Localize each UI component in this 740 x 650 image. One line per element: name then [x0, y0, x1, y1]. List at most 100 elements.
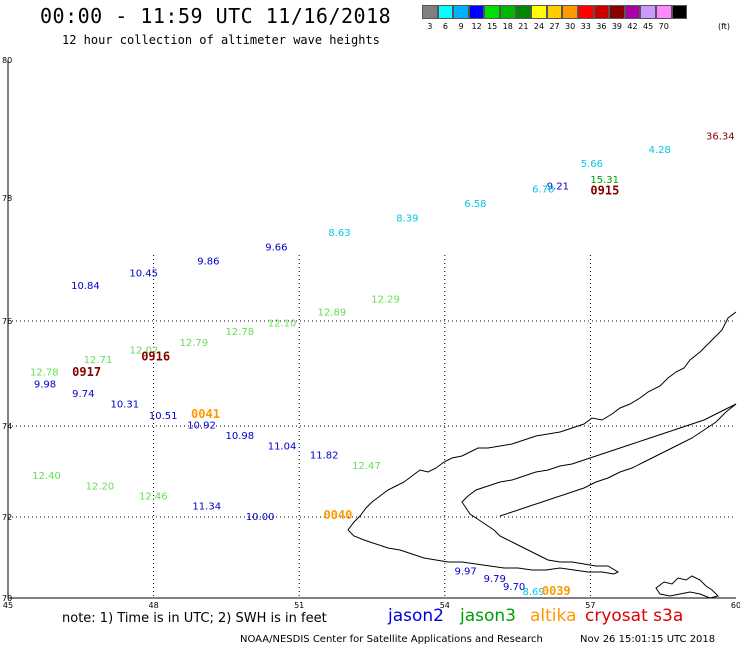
scale-swatch-label: 12: [471, 22, 482, 31]
satellite-name: cryosat s3a: [585, 606, 684, 626]
scale-swatch: [437, 5, 454, 19]
scale-swatch-label: 39: [611, 22, 623, 31]
latitude-label: 72: [2, 513, 12, 522]
swh-value: 9.21: [547, 182, 569, 193]
swh-value: 11.34: [192, 502, 221, 513]
scale-swatch: [453, 5, 469, 19]
swh-value: 8.63: [328, 228, 350, 239]
scale-swatch-label: 42: [627, 22, 638, 31]
swh-value: 12.40: [32, 471, 61, 482]
swh-value: 4.28: [649, 145, 671, 156]
scale-bin: 12: [468, 5, 485, 31]
scale-bin: 33: [577, 5, 594, 31]
scale-swatch-label: 33: [580, 22, 591, 31]
coastline-main: [347, 311, 737, 575]
swh-value: 12.02: [130, 346, 159, 357]
swh-value: 12.46: [139, 492, 168, 503]
scale-bin: [671, 5, 688, 31]
scale-swatch-label: 24: [533, 22, 545, 31]
scale-swatch-label: 27: [549, 22, 560, 31]
scale-swatch: [577, 5, 594, 19]
swh-value: 9.97: [455, 567, 477, 578]
pass-time-labels: 0915 0916 0917 0041 0040 0039: [72, 184, 619, 598]
swh-value: 10.00: [246, 512, 275, 523]
scale-bin: 42: [624, 5, 641, 31]
scale-swatch: [531, 5, 547, 19]
scale-swatch-label: 36: [596, 22, 607, 31]
swh-value: 10.51: [149, 411, 178, 422]
latitude-label: 70: [2, 594, 12, 603]
swh-value: 6.78: [532, 184, 554, 195]
swh-value: 12.10: [268, 318, 297, 329]
swh-value: 10.84: [71, 281, 100, 292]
scale-swatch: [655, 5, 672, 19]
swh-value: 12.20: [86, 482, 115, 493]
swh-value: 12.47: [352, 461, 381, 472]
swh-value: 8.39: [396, 213, 418, 224]
scale-swatch: [640, 5, 656, 19]
pass-time-label: 0917: [72, 365, 101, 379]
swh-value: 9.86: [197, 256, 219, 267]
swh-value: 9.98: [34, 380, 56, 391]
longitude-label: 48: [149, 601, 159, 610]
pass-time-label: 0041: [191, 407, 220, 421]
scale-swatch-label: 18: [502, 22, 513, 31]
swh-value: 8.69: [522, 587, 544, 598]
swh-value: 10.92: [187, 421, 216, 432]
scale-swatch: [484, 5, 500, 19]
scale-bin: 3: [422, 5, 438, 31]
swh-value: 6.58: [464, 199, 486, 210]
scale-bin: 45: [640, 5, 656, 31]
scale-bin: 9: [453, 5, 469, 31]
page-title: 00:00 - 11:59 UTC 11/16/2018: [40, 4, 392, 28]
wave-height-observations: 36.34 4.28 5.66 15.31 9.216.78 6.58 8.39 8.63 9.…: [30, 131, 735, 597]
longitude-label: 54: [440, 601, 450, 610]
scale-bin: 18: [499, 5, 516, 31]
swh-value: 12.79: [180, 338, 209, 349]
scale-bin: 70: [655, 5, 672, 31]
scale-unit-label: (ft): [718, 22, 731, 31]
pass-time-label: 0040: [323, 508, 352, 522]
longitude-label: 51: [294, 601, 304, 610]
scale-bin: 21: [515, 5, 532, 31]
footer-timestamp: Nov 26 15:01:15 UTC 2018: [580, 634, 716, 645]
scale-swatch: [546, 5, 563, 19]
scale-swatch-label: 9: [458, 22, 464, 31]
latitude-label: 78: [2, 194, 12, 203]
longitude-label: 45: [3, 601, 13, 610]
swh-value: 9.66: [265, 242, 287, 253]
swh-value: 12.78: [30, 368, 59, 379]
latitude-label: 74: [2, 422, 12, 431]
swh-value: 11.82: [310, 450, 339, 461]
page-subtitle: 12 hour collection of altimeter wave hei…: [62, 33, 380, 47]
swh-value: 5.66: [581, 159, 603, 170]
swh-value: 10.45: [129, 269, 158, 280]
latitude-label: 76: [2, 317, 12, 326]
scale-swatch: [468, 5, 485, 19]
swh-value: 10.98: [226, 431, 255, 442]
scale-swatch-label: 70: [658, 22, 669, 31]
swh-value: 9.79: [484, 574, 506, 585]
coastline-inner: [499, 403, 737, 517]
scale-swatch: [499, 5, 516, 19]
scale-swatch: [562, 5, 578, 19]
satellite-name: altika: [530, 606, 577, 626]
scale-swatch: [624, 5, 641, 19]
scale-swatch-label: 3: [427, 22, 433, 31]
swh-value: 12.71: [84, 355, 113, 366]
footer-credit: NOAA/NESDIS Center for Satellite Applica…: [240, 634, 543, 645]
latitude-label: 80: [2, 56, 12, 65]
graticule: [8, 255, 736, 598]
scale-bin: 27: [546, 5, 563, 31]
scale-bin: 36: [593, 5, 610, 31]
longitude-label: 57: [585, 601, 595, 610]
satellite-name: jason2: [388, 606, 444, 626]
swh-value: 36.34: [706, 131, 735, 142]
footer-note: note: 1) Time is in UTC; 2) SWH is in fe…: [62, 611, 327, 626]
longitude-label: 60: [731, 601, 740, 610]
swh-value: 10.31: [111, 400, 140, 411]
scale-swatch: [609, 5, 625, 19]
